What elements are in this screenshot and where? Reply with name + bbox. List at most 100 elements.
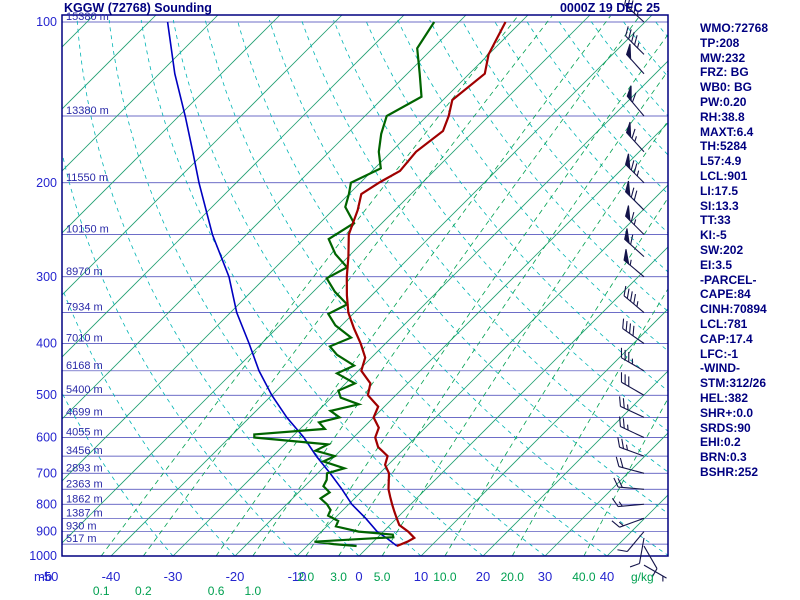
mixing-ratio-tick-label: 1.0 [244, 584, 261, 598]
panel-line: MAXT:6.4 [700, 124, 754, 139]
height-label: 2363 m [66, 478, 103, 490]
height-label: 11550 m [66, 172, 108, 184]
sounding-traces [166, 21, 507, 548]
wind-barb [625, 153, 645, 184]
panel-line: CINH:70894 [700, 302, 767, 317]
height-label: 7010 m [66, 333, 103, 345]
pressure-label: 100 [36, 15, 57, 29]
wind-barb [625, 43, 645, 75]
panel-line: -WIND- [700, 361, 740, 376]
isotherm-lines [62, 15, 668, 556]
wind-barb [626, 85, 645, 117]
panel-line: WB0: BG [700, 80, 752, 95]
panel-line: STM:312/26 [700, 376, 767, 391]
temperature-tick-label: 0 [355, 569, 362, 584]
wind-barb [615, 456, 645, 474]
pressure-label: 200 [36, 176, 57, 190]
wind-barb [617, 437, 645, 457]
wind-barb [611, 498, 645, 508]
parcel-trace [166, 21, 398, 547]
panel-line: KI:-5 [700, 228, 727, 243]
panel-line: EHI:0.2 [700, 435, 741, 450]
pressure-label: 600 [36, 431, 57, 445]
mixing-ratio-tick-label: 0.2 [135, 584, 152, 598]
temperature-tick-label: -50 [40, 569, 59, 584]
wind-barb [625, 121, 645, 153]
height-label: 5400 m [66, 384, 103, 396]
height-label: 3456 m [66, 445, 103, 457]
dewpoint-trace [253, 21, 436, 548]
mixing-ratio-tick-label: 3.0 [330, 570, 347, 584]
panel-line: SHR+:0.0 [700, 405, 754, 420]
pressure-unit-label: mb [34, 569, 52, 584]
height-label: 10150 m [66, 223, 109, 235]
panel-line: LCL:781 [700, 316, 748, 331]
mixing-unit-label: g/kg [631, 570, 654, 584]
dry-adiabat-lines [62, 19, 668, 556]
panel-line: HEL:382 [700, 390, 749, 405]
mixing-ratio-tick-label: 40.0 [572, 570, 596, 584]
wind-barb [623, 285, 645, 313]
wind-barb [619, 416, 645, 439]
height-label: 1387 m [66, 507, 103, 519]
wind-barb [624, 0, 645, 23]
wind-barb [625, 26, 645, 55]
chart-title: KGGW (72768) Sounding [64, 1, 212, 15]
height-label: 1862 m [66, 493, 103, 505]
height-label: 2893 m [66, 462, 103, 474]
panel-line: BRN:0.3 [700, 450, 747, 465]
wind-barb [620, 372, 645, 396]
pressure-label: 500 [36, 388, 57, 402]
temperature-trace [345, 21, 507, 548]
mixing-ratio-tick-label: 20.0 [501, 570, 525, 584]
pressure-label: 900 [36, 525, 57, 539]
wind-barb [629, 537, 645, 568]
panel-line: MW:232 [700, 50, 746, 65]
height-label: 15380 m [66, 11, 109, 23]
panel-line: CAPE:84 [700, 287, 751, 302]
wind-barb [611, 517, 645, 528]
height-label: 7934 m [66, 302, 103, 314]
panel-line: EI:3.5 [700, 257, 733, 272]
plot-frame [61, 14, 669, 557]
isobar-lines [62, 21, 668, 556]
pressure-label: 800 [36, 497, 57, 511]
temperature-tick-label: -20 [226, 569, 245, 584]
panel-line: PW:0.20 [700, 94, 747, 109]
temperature-tick-label: -40 [102, 569, 121, 584]
pressure-label: 700 [36, 466, 57, 480]
wind-barb [622, 318, 645, 344]
wind-barb [643, 545, 658, 578]
wind-barb-column [611, 0, 667, 582]
panel-line: SW:202 [700, 242, 744, 257]
height-label: 930 m [66, 521, 97, 533]
panel-line: BSHR:252 [700, 464, 759, 479]
height-label: 13380 m [66, 105, 109, 117]
mixing-ratio-tick-label: 2.0 [297, 570, 314, 584]
mixing-ratio-tick-label: 0.6 [208, 584, 225, 598]
mixing-ratio-tick-label: 10.0 [433, 570, 457, 584]
pressure-label: 1000 [29, 549, 57, 563]
pressure-label: 300 [36, 270, 57, 284]
temperature-tick-label: -10 [288, 569, 307, 584]
wind-barb [619, 396, 645, 418]
panel-line: TT:33 [700, 213, 731, 228]
panel-line: TP:208 [700, 35, 740, 50]
height-label: 8970 m [66, 266, 103, 278]
wind-barb [624, 228, 645, 258]
height-label: 6168 m [66, 360, 103, 372]
panel-line: TH:5284 [700, 139, 747, 154]
temperature-tick-label: -30 [164, 569, 183, 584]
panel-line: SRDS:90 [700, 420, 751, 435]
panel-line: FRZ: BG [700, 65, 749, 80]
wind-barb [617, 531, 645, 553]
wind-barb [623, 249, 645, 278]
panel-line: L57:4.9 [700, 154, 742, 169]
height-label: 4699 m [66, 406, 103, 418]
panel-line: RH:38.8 [700, 109, 745, 124]
height-label: 4055 m [66, 427, 103, 439]
panel-line: CAP:17.4 [700, 331, 753, 346]
